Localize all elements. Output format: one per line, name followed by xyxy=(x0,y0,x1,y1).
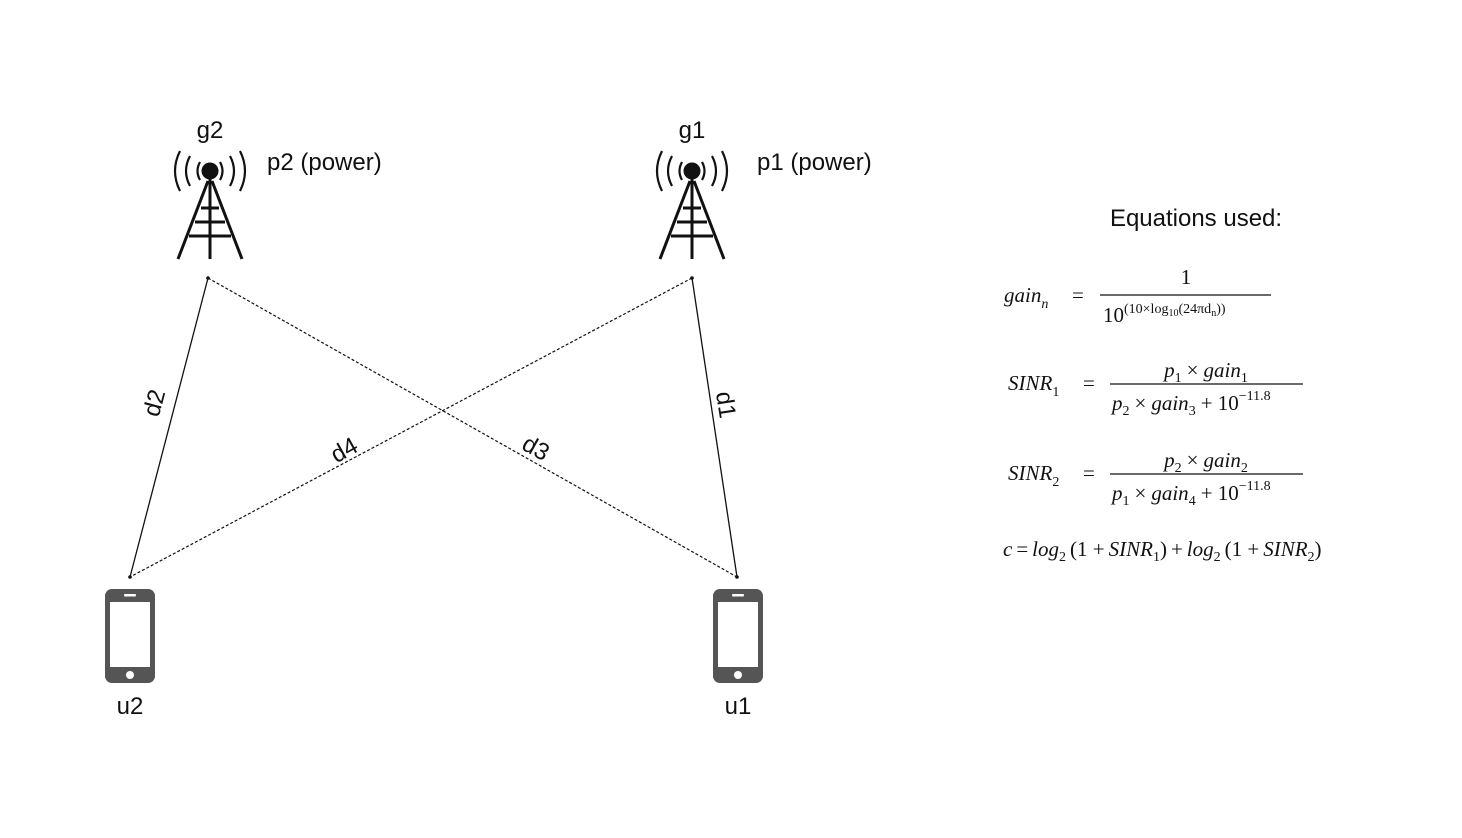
link-label-d3: d3 xyxy=(517,430,553,467)
user-label-u2: u2 xyxy=(117,693,144,720)
power-label-p2: p2 (power) xyxy=(267,149,382,176)
equations-panel: Equations used: gainn = 1 10(10×log10(24… xyxy=(1003,205,1322,565)
smartphone-icon xyxy=(713,589,763,683)
link-label-d1: d1 xyxy=(710,390,741,421)
tower-label-g2: g2 xyxy=(197,117,224,144)
gain-eq-sign: = xyxy=(1072,283,1084,307)
gain-equation: gainn = 1 10(10×log10(24πdn)) xyxy=(1004,265,1271,327)
gain-numerator: 1 xyxy=(1181,265,1192,289)
sinr1-eq-sign: = xyxy=(1083,371,1095,395)
endpoint-dot xyxy=(128,575,132,579)
gain-lhs: gainn xyxy=(1004,283,1048,312)
sinr1-numerator: p1 × gain1 xyxy=(1162,358,1248,386)
endpoint-dot xyxy=(735,575,739,579)
capacity-expression: c = log2 (1 + SINR1) + log2 (1 + SINR2) xyxy=(1003,537,1322,565)
sinr2-eq-sign: = xyxy=(1083,461,1095,485)
sinr2-denominator: p1 × gain4 + 10−11.8 xyxy=(1110,479,1271,509)
smartphone-icon xyxy=(105,589,155,683)
sinr1-lhs: SINR1 xyxy=(1008,371,1059,400)
user-u1: u1 xyxy=(713,589,763,720)
link-d4-line xyxy=(129,277,693,578)
link-label-d4: d4 xyxy=(326,432,362,469)
sinr2-lhs: SINR2 xyxy=(1008,461,1059,490)
sinr2-numerator: p2 × gain2 xyxy=(1162,448,1248,476)
sinr2-equation: SINR2 = p2 × gain2 p1 × gain4 + 10−11.8 xyxy=(1008,448,1303,509)
endpoint-dot xyxy=(690,276,694,280)
tower-label-g1: g1 xyxy=(679,117,706,144)
link-lines xyxy=(128,276,739,579)
user-u2: u2 xyxy=(105,589,155,720)
gain-denominator: 10(10×log10(24πdn)) xyxy=(1103,302,1226,327)
cell-tower-icon xyxy=(173,149,247,261)
link-d1-line xyxy=(691,277,738,578)
tower-g2: g2 p2 (power) xyxy=(173,117,382,261)
endpoint-dot xyxy=(206,276,210,280)
link-d2-line xyxy=(129,277,209,578)
sinr1-equation: SINR1 = p1 × gain1 p2 × gain3 + 10−11.8 xyxy=(1008,358,1303,419)
tower-g1: g1 p1 (power) xyxy=(655,117,872,261)
equations-heading: Equations used: xyxy=(1110,205,1282,232)
link-label-d2: d2 xyxy=(138,387,171,420)
power-label-p1: p1 (power) xyxy=(757,149,872,176)
capacity-equation: c = log2 (1 + SINR1) + log2 (1 + SINR2) xyxy=(1003,537,1322,565)
user-label-u1: u1 xyxy=(725,693,752,720)
sinr1-denominator: p2 × gain3 + 10−11.8 xyxy=(1110,389,1271,419)
cell-tower-icon xyxy=(655,149,729,261)
link-d3-line xyxy=(207,277,738,578)
